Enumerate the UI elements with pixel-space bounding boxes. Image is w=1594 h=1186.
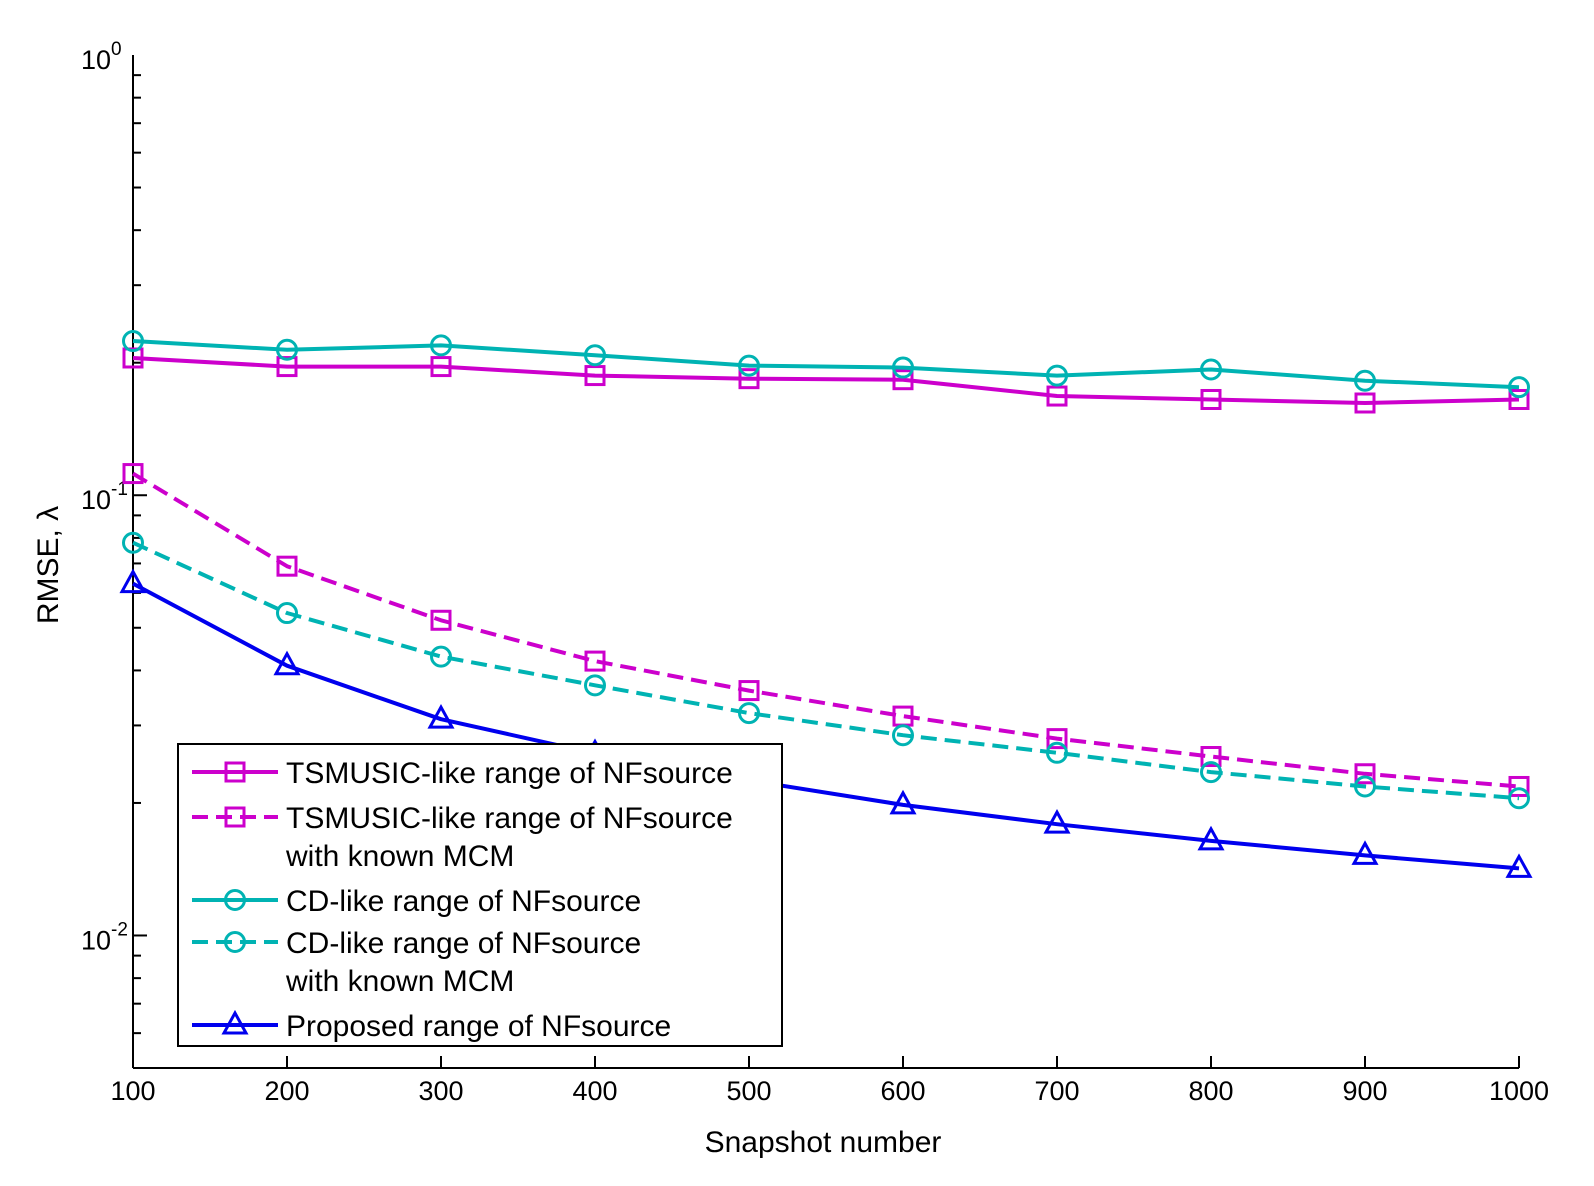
y-axis-title: RMSE, λ	[32, 506, 65, 624]
data-point	[889, 789, 917, 815]
data-point	[427, 704, 455, 729]
y-tick-label: 100	[81, 39, 122, 75]
x-tick-label: 800	[1188, 1076, 1233, 1106]
series-line	[132, 540, 1520, 801]
x-axis-title: Snapshot number	[705, 1126, 942, 1159]
legend-entry-3: CD-like range of NFsource	[192, 885, 641, 918]
y-tick-label: 10-1	[81, 479, 128, 515]
data-point	[122, 347, 144, 369]
data-point	[738, 680, 760, 702]
data-point	[1354, 763, 1376, 785]
data-point	[738, 354, 760, 377]
data-point	[1046, 728, 1068, 750]
series-2	[122, 463, 1530, 797]
data-point	[1508, 787, 1530, 810]
data-point	[584, 365, 606, 387]
series-layer	[119, 330, 1533, 878]
data-point	[1508, 775, 1530, 797]
data-point	[1351, 840, 1379, 865]
legend-label: CD-like range of NFsource	[286, 927, 641, 960]
series-line	[132, 339, 1520, 390]
data-point	[1505, 853, 1533, 878]
series-1	[122, 347, 1530, 414]
data-point	[430, 356, 452, 378]
data-point	[1046, 741, 1068, 764]
series-4	[122, 531, 1530, 810]
data-point	[1200, 388, 1222, 410]
data-point	[276, 356, 298, 378]
data-point	[430, 645, 452, 668]
data-point	[1354, 775, 1376, 798]
data-point	[1200, 761, 1222, 784]
x-tick-label: 200	[264, 1076, 309, 1106]
data-point	[1046, 364, 1068, 387]
data-point	[122, 531, 144, 554]
legend-label: Proposed range of NFsource	[286, 1010, 671, 1043]
data-point	[892, 356, 914, 379]
legend-entry-5: Proposed range of NFsource	[192, 1009, 671, 1043]
data-point	[1508, 376, 1530, 399]
data-point	[584, 674, 606, 697]
x-tick-label: 100	[110, 1076, 155, 1106]
x-tick-label: 900	[1342, 1076, 1387, 1106]
legend-label: TSMUSIC-like range of NFsource	[286, 757, 733, 790]
data-point	[273, 650, 301, 676]
data-point	[892, 369, 914, 391]
x-tick-label: 300	[418, 1076, 463, 1106]
legend-label: TSMUSIC-like range of NFsource	[286, 802, 733, 835]
data-point	[738, 702, 760, 725]
legend-marker	[224, 761, 246, 783]
y-tick-label: 10-2	[81, 919, 128, 955]
legend-entry-1: TSMUSIC-like range of NFsource	[192, 757, 733, 790]
legend-marker	[221, 1009, 249, 1035]
x-tick-label: 700	[1034, 1076, 1079, 1106]
legend-marker	[224, 931, 246, 953]
data-point	[276, 602, 298, 625]
data-point	[122, 463, 144, 485]
data-point	[276, 338, 298, 361]
legend-label: with known MCM	[285, 840, 514, 873]
data-point	[276, 555, 298, 577]
data-point	[1197, 825, 1225, 851]
data-point	[430, 609, 452, 631]
data-point	[1354, 369, 1376, 392]
series-3	[122, 330, 1530, 399]
legend-marker	[224, 806, 246, 828]
data-point	[430, 334, 452, 357]
data-point	[119, 568, 147, 594]
data-point	[1200, 746, 1222, 768]
axes: 100 200 300 400 500 600 700 800 900 1000 100 10-1 10…	[81, 39, 1549, 1106]
legend-label: CD-like range of NFsource	[286, 885, 641, 918]
legend: TSMUSIC-like range of NFsourceTSMUSIC-li…	[177, 743, 783, 1047]
data-point	[892, 724, 914, 747]
series-line	[132, 356, 1520, 405]
data-point	[584, 344, 606, 367]
data-point	[738, 368, 760, 390]
x-tick-label: 400	[572, 1076, 617, 1106]
data-point	[1508, 388, 1530, 410]
x-tick-label: 1000	[1489, 1076, 1549, 1106]
legend-entry-4: CD-like range of NFsource with known MCM	[192, 927, 641, 998]
data-point	[1354, 392, 1376, 414]
data-point	[122, 330, 144, 353]
series-line	[132, 581, 1520, 871]
data-point	[1200, 358, 1222, 381]
data-point	[1046, 385, 1068, 407]
x-tick-label: 600	[880, 1076, 925, 1106]
legend-marker	[224, 889, 246, 911]
data-point	[584, 650, 606, 672]
legend-entry-2: TSMUSIC-like range of NFsource with known…	[192, 802, 733, 873]
series-line	[131, 471, 1520, 789]
data-point	[1043, 809, 1071, 834]
x-tick-label: 500	[726, 1076, 771, 1106]
legend-label: with known MCM	[285, 965, 514, 998]
legend-box	[177, 743, 783, 1047]
